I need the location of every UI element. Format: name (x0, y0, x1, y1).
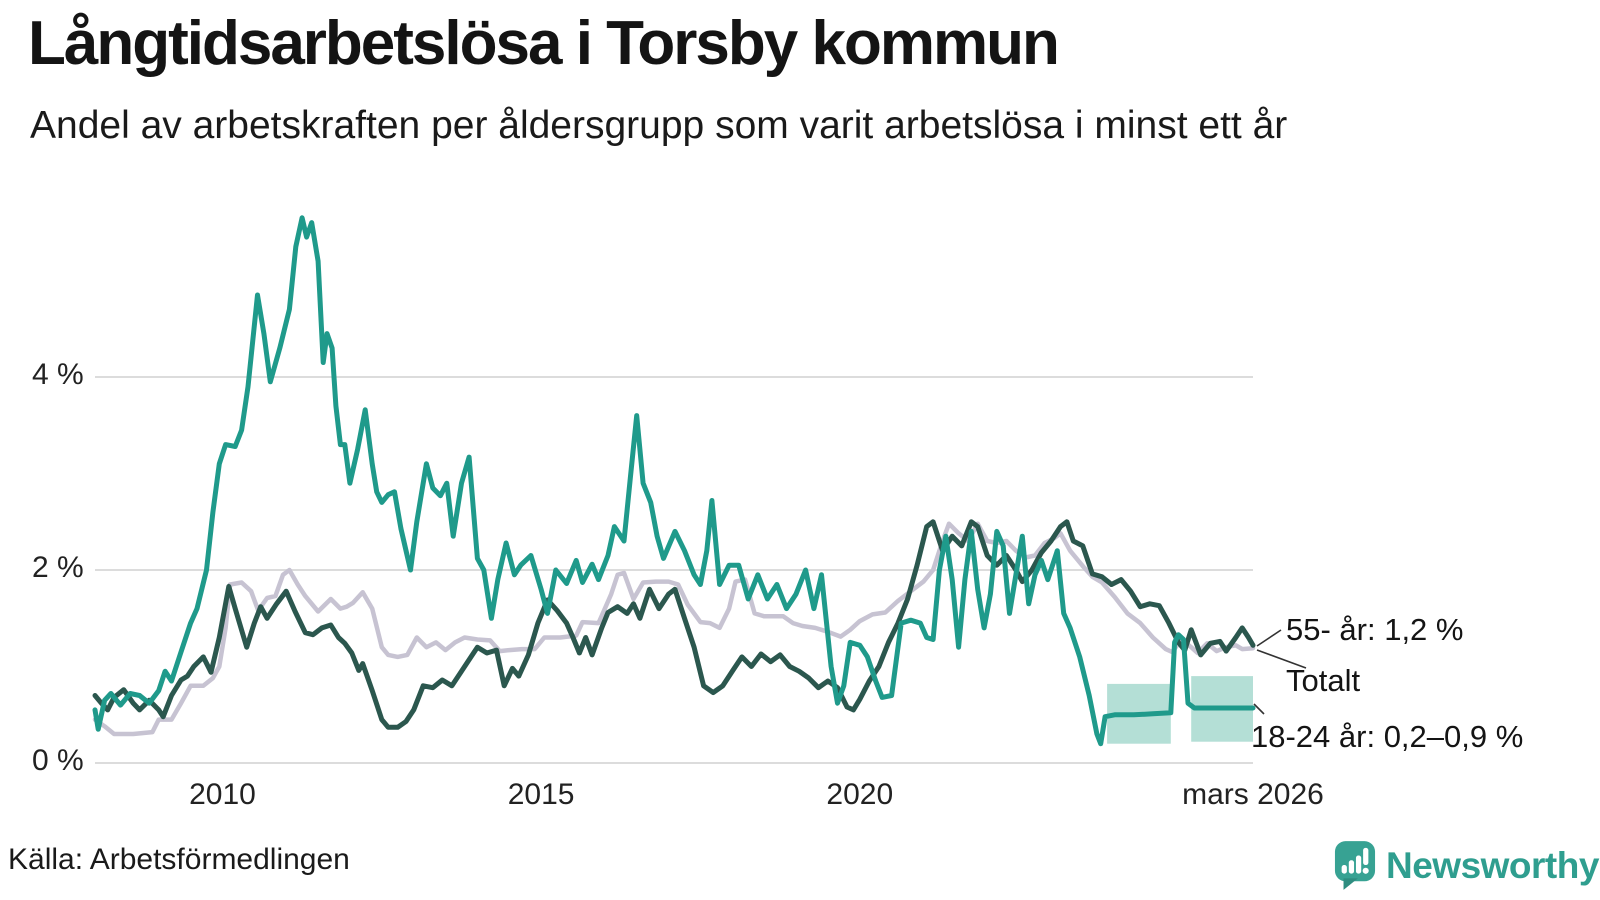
y-tick-label: 4 % (32, 358, 84, 391)
uncertainty-band-rect (1191, 676, 1253, 742)
source-credit: Källa: Arbetsförmedlingen (8, 843, 350, 876)
series-line-18-24-r (92, 215, 1256, 747)
leader-18-24-icon (1253, 703, 1265, 715)
y-tick-label: 0 % (32, 744, 84, 777)
uncertainty-band-rect (1107, 683, 1171, 744)
newsworthy-logo[interactable]: Newsworthy (1334, 840, 1599, 892)
leader-55-icon (1256, 629, 1282, 647)
x-tick-label: 2020 (826, 778, 894, 811)
annotation-totalt: Totalt (1286, 663, 1361, 698)
page-subtitle: Andel av arbetskraften per åldersgrupp s… (30, 104, 1288, 147)
series-line-55-r (92, 519, 1256, 730)
gridlines (95, 376, 1253, 764)
annotation-55-ar: 55- år: 1,2 % (1286, 612, 1464, 647)
newsworthy-wordmark: Newsworthy (1386, 845, 1599, 886)
x-tick-label: mars 2026 (1182, 778, 1324, 811)
y-tick-label: 2 % (32, 551, 84, 584)
x-tick-label: 2010 (189, 778, 256, 811)
series-lines (92, 215, 1256, 747)
newsworthy-icon (1334, 841, 1376, 890)
page-title: Långtidsarbetslösa i Torsby kommun (28, 9, 1060, 78)
x-tick-label: 2015 (507, 778, 575, 811)
uncertainty-band (1107, 676, 1253, 744)
series-line-totalt (92, 521, 1256, 737)
annotation-18-24-ar: 18-24 år: 0,2–0,9 % (1251, 719, 1524, 754)
